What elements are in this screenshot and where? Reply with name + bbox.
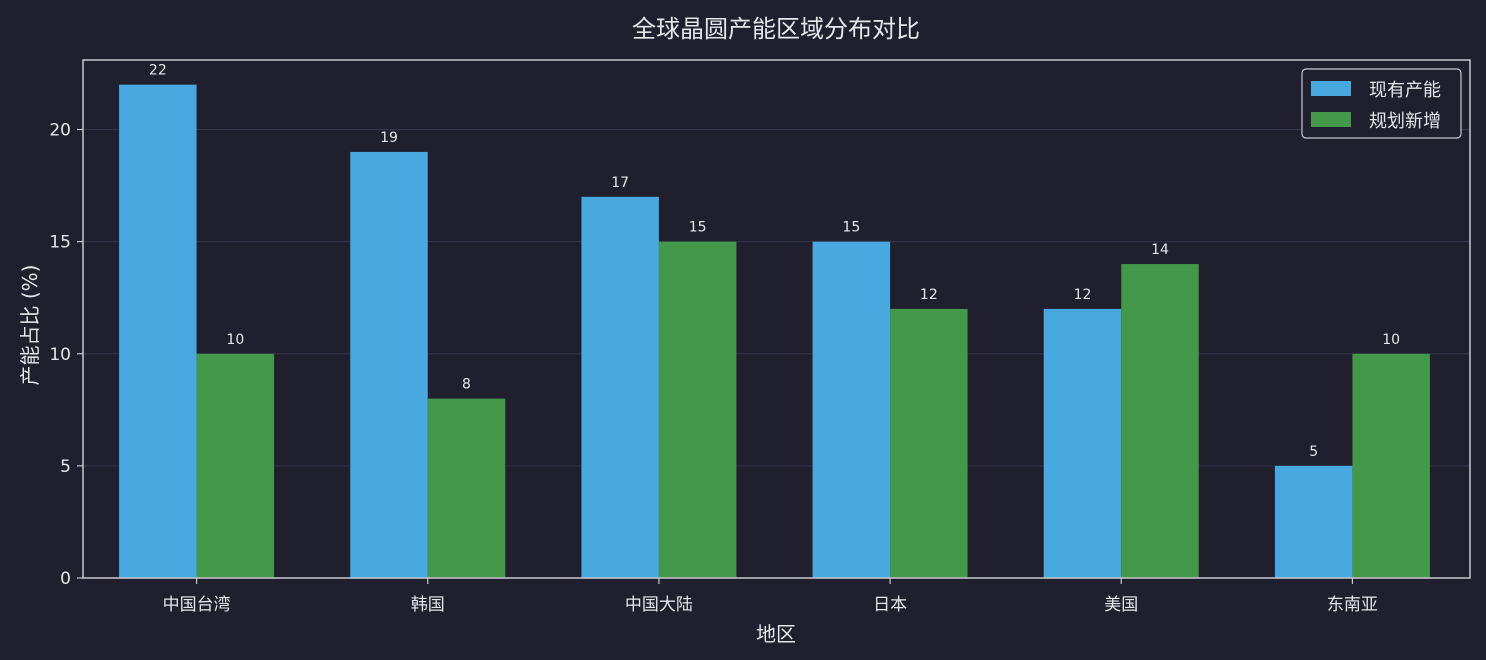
bar-planned	[658, 241, 737, 579]
bar-value-label: 17	[611, 175, 629, 191]
bar-value-label: 15	[842, 220, 860, 236]
bar-planned	[890, 308, 968, 578]
legend-label-planned: 规划新增	[1369, 111, 1441, 132]
bar-existing	[1274, 465, 1353, 578]
bar-existing	[581, 196, 659, 578]
bar-existing	[1043, 308, 1122, 578]
bar-planned	[196, 353, 275, 578]
value-labels: 22 10 19 8 17 15 15 12 12 14 5 10	[149, 63, 1400, 460]
x-axis-label: 地区	[756, 622, 796, 646]
x-tick-label: 韩国	[411, 595, 445, 615]
y-tick-label: 0	[60, 569, 71, 589]
bar-value-label: 14	[1151, 242, 1169, 258]
y-tick-label: 20	[49, 121, 71, 141]
bar-value-label: 5	[1309, 444, 1318, 460]
bar-value-label: 15	[689, 220, 707, 236]
bar-value-label: 12	[1074, 287, 1092, 303]
bar-value-label: 19	[380, 130, 398, 146]
bar-value-label: 8	[462, 377, 471, 393]
bar-existing	[350, 151, 428, 578]
legend: 现有产能 规划新增	[1301, 68, 1462, 139]
y-axis: 0 5 10 15 20	[49, 121, 83, 589]
bar-value-label: 10	[226, 332, 244, 348]
bar-planned	[1352, 353, 1430, 578]
x-tick-label: 日本	[873, 595, 907, 615]
y-tick-label: 5	[60, 457, 71, 477]
y-tick-label: 10	[49, 345, 71, 365]
bar-value-label: 10	[1382, 332, 1400, 348]
grid-lines	[83, 129, 1470, 467]
chart-title: 全球晶圆产能区域分布对比	[632, 15, 920, 43]
x-tick-label: 中国大陆	[625, 595, 693, 615]
x-tick-label: 美国	[1104, 595, 1138, 615]
bar-planned	[1121, 264, 1199, 578]
y-axis-label: 产能占比 (%)	[18, 265, 42, 386]
legend-swatch-existing	[1311, 81, 1351, 96]
bar-existing	[119, 84, 197, 579]
y-tick-label: 15	[49, 233, 71, 253]
bar-existing	[812, 241, 891, 579]
x-axis: 中国台湾 韩国 中国大陆 日本 美国 东南亚	[163, 578, 1378, 615]
bars	[119, 84, 1430, 579]
plot-frame	[82, 59, 1471, 579]
x-tick-label: 东南亚	[1327, 595, 1378, 615]
bar-planned	[427, 398, 506, 578]
legend-swatch-planned	[1311, 112, 1351, 127]
x-tick-label: 中国台湾	[163, 595, 231, 615]
legend-label-existing: 现有产能	[1369, 80, 1441, 101]
bar-value-label: 22	[149, 63, 167, 79]
bar-value-label: 12	[920, 287, 938, 303]
